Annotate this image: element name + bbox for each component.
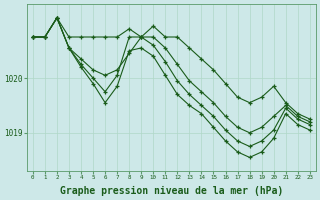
X-axis label: Graphe pression niveau de la mer (hPa): Graphe pression niveau de la mer (hPa): [60, 186, 283, 196]
